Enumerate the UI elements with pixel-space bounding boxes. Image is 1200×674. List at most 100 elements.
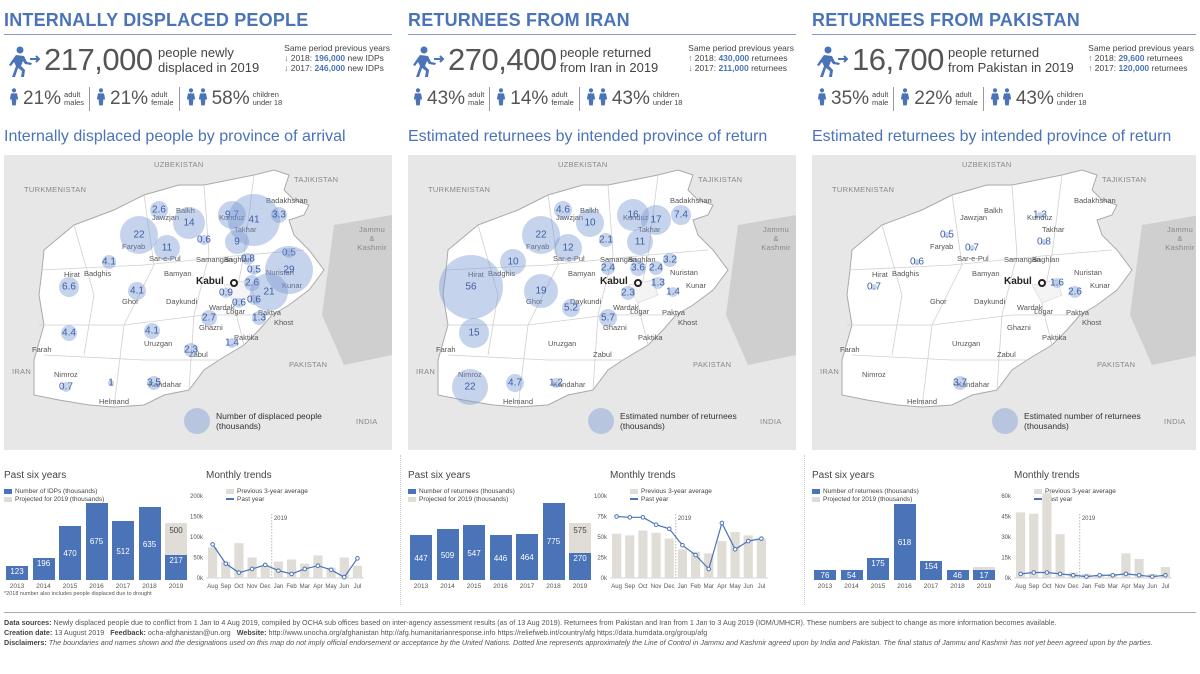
monthly-legend: Previous 3-year average Past year [226, 488, 308, 504]
month-label: Nov [651, 584, 662, 590]
province-label: Khost [274, 318, 294, 327]
month-label: Feb [690, 584, 701, 590]
footer: Data sources: Newly displaced people due… [4, 618, 1196, 648]
actual-bar [410, 535, 432, 580]
province-bubble [108, 380, 114, 386]
avg-bar [730, 532, 740, 578]
y-tick-label: 45k [1001, 515, 1012, 521]
demo-label-line: children [1056, 90, 1084, 99]
afghanistan-outline [437, 169, 729, 408]
month-label: Oct [234, 584, 244, 590]
actual-bar [489, 535, 512, 580]
bar-legend-label: Projected for 2019 (thousands) [419, 496, 509, 503]
map-legend-line: (thousands) [216, 421, 261, 431]
demo-percent: 14% [510, 88, 549, 109]
bubble-value: 5.7 [601, 312, 615, 324]
demo-label: children under 18 [653, 91, 683, 107]
province-bubble [144, 323, 160, 339]
avg-bar [1016, 512, 1026, 578]
province-label: Kandahar [553, 380, 586, 389]
province-bubble [641, 205, 671, 235]
province-map: UZBEKISTAN TAJIKISTAN TURKMENISTAN Jammu & … [4, 155, 392, 450]
province-bubble [522, 216, 560, 254]
year-label: 2013 [413, 583, 429, 590]
demo-percent: 43% [611, 88, 650, 109]
province-label: Bamyan [972, 269, 1000, 278]
country-label: Jammu & Kashmir [1165, 225, 1195, 252]
panel-0: INTERNALLY DISPLACED PEOPLE 217,000 people… [4, 0, 392, 620]
actual-bar [893, 503, 916, 580]
month-label: Mar [704, 584, 714, 590]
year-label: 2016 [897, 583, 912, 590]
province-label: Faryab [526, 242, 550, 251]
province-label: Samangan [196, 255, 233, 264]
bubble-value: 1.6 [1050, 277, 1064, 289]
big-text-line: people returned [948, 45, 1040, 60]
previous-years-title: Same period previous years [1088, 43, 1194, 53]
province-border [447, 354, 623, 361]
province-label: Faryab [122, 242, 146, 251]
bar-value: 547 [467, 548, 481, 558]
province-label: Paktya [258, 308, 281, 317]
afghanistan-map [437, 169, 796, 408]
province-border [851, 354, 1027, 361]
bubble-value: 4.6 [556, 204, 570, 216]
past-year-point [1044, 570, 1050, 575]
past-year-swatch [630, 498, 638, 501]
bubble-value: 0.5 [282, 247, 296, 259]
capital-label: Kabul [196, 276, 224, 287]
province-bubble [1069, 286, 1081, 298]
demo-label-line: under 18 [1056, 98, 1087, 107]
month-label: Apr [717, 584, 726, 590]
province-bubble [1041, 239, 1047, 245]
avg-bar [208, 547, 218, 578]
province-label: Nuristan [670, 268, 698, 277]
past-year-line [212, 544, 358, 578]
bubble-value: 4.7 [508, 377, 522, 389]
previous-year-line: ↑ 2018: 29,600 returnees [1088, 53, 1194, 63]
province-border [1041, 174, 1063, 346]
past-year-point [355, 556, 360, 561]
province-label: Daykundi [974, 297, 1006, 306]
province-bubble [599, 233, 613, 247]
bubble-value: 4.1 [145, 325, 159, 337]
province-label: Kunar [686, 281, 707, 290]
past-year-point [693, 552, 698, 558]
adult-female-icon [899, 86, 911, 113]
province-label: Hirat [64, 270, 80, 279]
province-label: Ghazni [603, 323, 627, 332]
province-bubble [524, 274, 558, 308]
legend-swatch [812, 496, 820, 502]
year-label: 2014 [844, 583, 859, 590]
demo-label: adult female [151, 91, 174, 107]
province-bubble [506, 374, 524, 392]
month-label: Sep [220, 584, 231, 590]
province-label: Badakhshan [1074, 196, 1116, 205]
month-label: May [729, 584, 740, 590]
province-border [43, 354, 219, 361]
bubble-value: 0.5 [940, 229, 954, 241]
province-label: Wardak [613, 303, 639, 312]
province-bubble [621, 286, 635, 300]
month-label: Jun [1147, 584, 1157, 590]
kashmir-region [322, 215, 392, 365]
province-bubble [271, 207, 287, 223]
province-bubble [500, 249, 526, 275]
feedback-link[interactable]: ocha-afghanistan@un.org [147, 628, 231, 637]
bubble-value: 22 [464, 381, 476, 393]
website-links[interactable]: http://www.unocha.org/afghanistan http:/… [268, 628, 708, 637]
children-icon [989, 86, 1013, 113]
bar-value: 464 [520, 552, 534, 562]
map-legend-line: Number of displaced people [216, 411, 322, 421]
bubble-value: 10 [584, 217, 596, 229]
province-bubble [252, 311, 266, 325]
bar-value: 470 [63, 549, 77, 559]
big-text-line: from Pakistan in 2019 [948, 60, 1074, 75]
province-label: Wardak [1017, 303, 1043, 312]
month-label: Apr [1121, 584, 1130, 590]
previous-years: Same period previous years ↑ 2018: 430,00… [688, 43, 794, 73]
actual-bar [569, 553, 591, 580]
map-legend: Estimated number of returnees (thousands) [1024, 411, 1141, 431]
province-border [517, 194, 559, 408]
province-label: Farah [840, 345, 860, 354]
